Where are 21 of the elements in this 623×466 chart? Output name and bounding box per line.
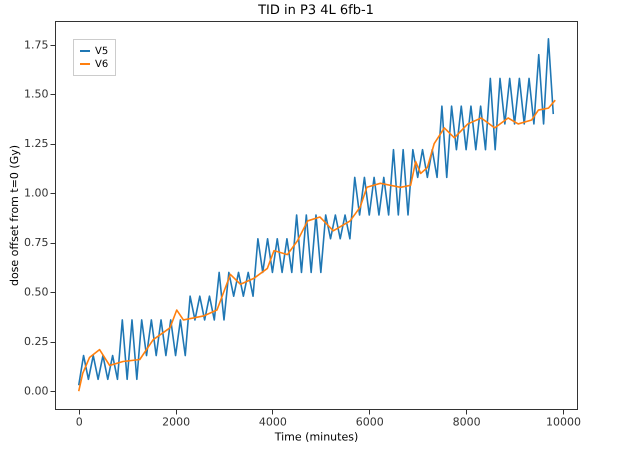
x-tick-label: 8000 [452,416,481,428]
y-tick-label: 0.75 [24,236,48,250]
y-tick-label: 1.25 [24,137,48,150]
legend-label: V5 [95,46,108,57]
chart-title: TID in P3 4L 6fb-1 [257,3,374,18]
x-tick-label: 2000 [162,416,190,428]
y-tick-label: 1.00 [24,186,48,200]
x-tick-label: 0 [76,416,83,428]
x-tick-label: 6000 [356,416,384,428]
x-axis-title: Time (minutes) [274,430,358,444]
y-tick-label: 0.00 [24,384,48,398]
line-series [78,99,556,392]
y-axis-title: dose offset from t=0 (Gy) [8,144,22,286]
y-tick-label: 0.50 [24,286,48,299]
line-series [78,38,554,386]
legend-label: V6 [95,59,108,70]
x-tick-label: 4000 [258,416,287,428]
x-tick-label: 10000 [546,416,581,428]
y-tick-label: 1.75 [24,38,48,52]
y-tick-label: 0.25 [24,335,48,348]
y-tick-label: 1.50 [24,88,48,101]
